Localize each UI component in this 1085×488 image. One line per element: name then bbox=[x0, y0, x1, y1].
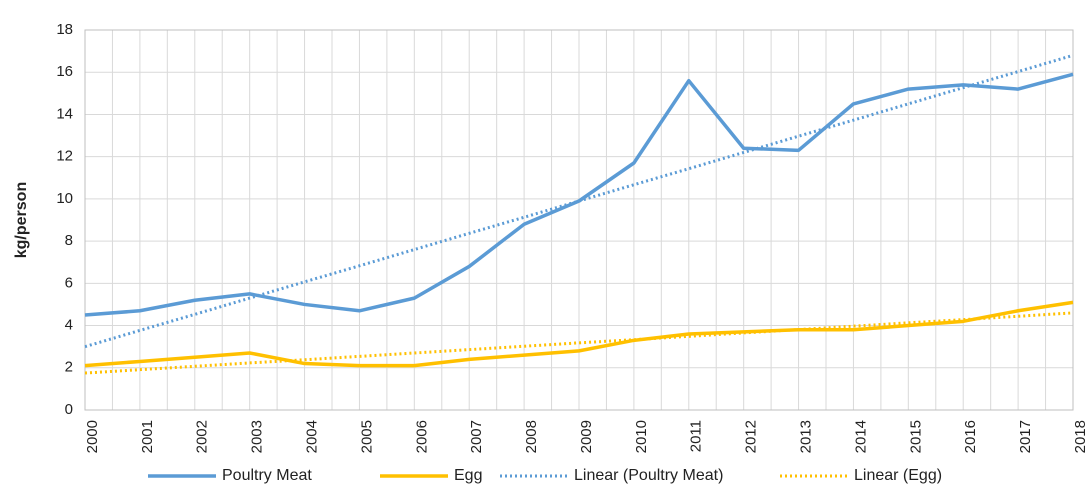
legend-label: Linear (Poultry Meat) bbox=[574, 467, 723, 484]
x-tick-label: 2017 bbox=[1017, 420, 1034, 453]
y-axis-label: kg/person bbox=[13, 182, 30, 258]
x-tick-label: 2013 bbox=[798, 420, 815, 453]
y-tick-label: 10 bbox=[56, 190, 73, 207]
x-tick-label: 2009 bbox=[578, 420, 595, 453]
x-tick-label: 2006 bbox=[413, 420, 430, 453]
series-line bbox=[84, 72, 1074, 317]
x-tick-label: 2002 bbox=[194, 420, 211, 453]
y-tick-label: 2 bbox=[65, 359, 73, 376]
y-tick-label: 16 bbox=[56, 63, 73, 80]
y-tick-label: 6 bbox=[65, 274, 73, 291]
x-tick-label: 2016 bbox=[962, 420, 979, 453]
legend-label: Egg bbox=[454, 467, 482, 484]
y-tick-label: 18 bbox=[56, 21, 73, 38]
x-tick-label: 2004 bbox=[304, 420, 321, 453]
series-line bbox=[84, 300, 1074, 368]
plot-border bbox=[84, 29, 1074, 411]
legend-label: Poultry Meat bbox=[222, 467, 312, 484]
x-tick-label: 2005 bbox=[358, 420, 375, 453]
y-tick-label: 14 bbox=[56, 105, 73, 122]
y-tick-label: 4 bbox=[65, 317, 73, 334]
legend-label: Linear (Egg) bbox=[854, 467, 942, 484]
x-tick-label: 2018 bbox=[1072, 420, 1085, 453]
x-tick-label: 2014 bbox=[852, 420, 869, 453]
x-tick-label: 2011 bbox=[688, 420, 705, 452]
x-tick-label: 2007 bbox=[468, 420, 485, 453]
x-tick-label: 2015 bbox=[907, 420, 924, 453]
y-tick-label: 0 bbox=[65, 401, 73, 418]
x-tick-label: 2012 bbox=[743, 420, 760, 453]
x-tick-label: 2010 bbox=[633, 420, 650, 453]
y-tick-label: 12 bbox=[56, 148, 73, 165]
x-tick-label: 2001 bbox=[139, 420, 156, 453]
x-tick-label: 2000 bbox=[84, 420, 101, 453]
x-tick-label: 2003 bbox=[249, 420, 266, 453]
x-tick-label: 2008 bbox=[523, 420, 540, 453]
y-tick-label: 8 bbox=[65, 232, 73, 249]
